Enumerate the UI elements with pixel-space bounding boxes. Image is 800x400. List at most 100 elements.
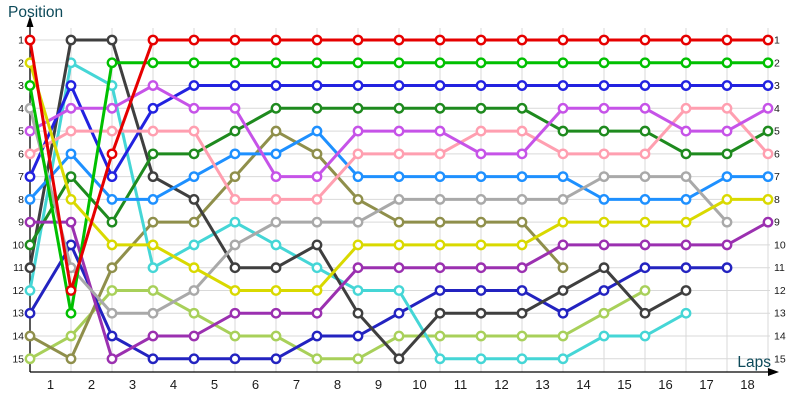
data-point-marker bbox=[516, 57, 528, 69]
data-point-marker bbox=[393, 285, 405, 296]
data-point-marker bbox=[639, 34, 651, 46]
data-point-marker bbox=[24, 307, 36, 319]
data-point-marker bbox=[147, 216, 159, 228]
data-point-marker bbox=[516, 239, 528, 251]
data-point-marker bbox=[147, 239, 159, 251]
data-point-marker bbox=[434, 216, 446, 228]
data-point-marker bbox=[311, 57, 323, 69]
data-point-marker bbox=[639, 80, 651, 91]
data-point-marker bbox=[270, 216, 282, 228]
series-black bbox=[24, 34, 692, 365]
series-violet bbox=[24, 80, 774, 183]
x-tick-label: 3 bbox=[129, 377, 136, 392]
data-point-marker bbox=[680, 193, 692, 205]
data-point-marker bbox=[147, 262, 159, 274]
x-tick-label: 1 bbox=[47, 377, 54, 392]
y-tick-label-left: 14 bbox=[12, 331, 24, 343]
data-point-marker bbox=[270, 102, 282, 114]
data-point-marker bbox=[352, 171, 364, 183]
series-navy bbox=[24, 239, 733, 365]
data-point-marker bbox=[680, 125, 692, 137]
data-point-marker bbox=[352, 193, 364, 205]
series-darkgreen bbox=[24, 102, 774, 251]
data-point-marker bbox=[24, 34, 36, 46]
data-point-marker bbox=[311, 102, 323, 114]
data-point-marker bbox=[434, 262, 446, 274]
data-point-marker bbox=[270, 239, 282, 251]
x-tick-label: 16 bbox=[658, 377, 672, 392]
data-point-marker bbox=[639, 193, 651, 205]
data-point-marker bbox=[475, 353, 487, 365]
series-green bbox=[24, 57, 774, 319]
data-point-marker bbox=[24, 80, 36, 91]
data-point-marker bbox=[352, 125, 364, 137]
data-point-marker bbox=[475, 307, 487, 319]
data-point-marker bbox=[393, 34, 405, 46]
x-tick-label: 4 bbox=[170, 377, 177, 392]
y-tick-label-left: 8 bbox=[18, 194, 24, 206]
y-tick-label-right: 7 bbox=[774, 171, 780, 183]
x-tick-label: 12 bbox=[494, 377, 508, 392]
data-point-marker bbox=[270, 193, 282, 205]
series-lightgreen bbox=[24, 285, 651, 365]
data-point-marker bbox=[762, 148, 774, 160]
data-point-marker bbox=[147, 125, 159, 137]
data-point-marker bbox=[516, 285, 528, 296]
data-point-marker bbox=[106, 307, 118, 319]
data-point-marker bbox=[393, 193, 405, 205]
data-point-marker bbox=[721, 57, 733, 69]
data-point-marker bbox=[229, 239, 241, 251]
data-point-marker bbox=[311, 193, 323, 205]
data-point-marker bbox=[311, 307, 323, 319]
data-point-marker bbox=[434, 193, 446, 205]
data-point-marker bbox=[352, 307, 364, 319]
data-point-marker bbox=[393, 102, 405, 114]
x-tick-label: 17 bbox=[699, 377, 713, 392]
x-tick-label: 8 bbox=[334, 377, 341, 392]
data-point-marker bbox=[434, 57, 446, 69]
y-tick-label-left: 6 bbox=[18, 148, 24, 160]
data-point-marker bbox=[106, 125, 118, 137]
data-point-marker bbox=[24, 239, 36, 251]
data-point-marker bbox=[106, 57, 118, 69]
data-point-marker bbox=[393, 307, 405, 319]
data-point-marker bbox=[680, 80, 692, 91]
data-point-marker bbox=[65, 239, 77, 251]
data-point-marker bbox=[24, 262, 36, 274]
x-tick-label: 11 bbox=[454, 377, 468, 392]
data-point-marker bbox=[475, 330, 487, 342]
data-point-marker bbox=[557, 148, 569, 160]
data-point-marker bbox=[106, 148, 118, 160]
data-point-marker bbox=[352, 57, 364, 69]
data-point-marker bbox=[65, 171, 77, 183]
data-point-marker bbox=[475, 34, 487, 46]
data-point-marker bbox=[65, 216, 77, 228]
data-point-marker bbox=[147, 285, 159, 296]
x-tick-label: 18 bbox=[740, 377, 754, 392]
data-point-marker bbox=[639, 216, 651, 228]
y-tick-label-right: 6 bbox=[774, 148, 780, 160]
data-point-marker bbox=[516, 171, 528, 183]
data-point-marker bbox=[475, 262, 487, 274]
data-point-marker bbox=[270, 307, 282, 319]
x-axis-title: Laps bbox=[737, 354, 771, 371]
data-point-marker bbox=[188, 193, 200, 205]
data-point-marker bbox=[352, 330, 364, 342]
data-point-marker bbox=[557, 102, 569, 114]
data-point-marker bbox=[65, 193, 77, 205]
data-point-marker bbox=[311, 216, 323, 228]
data-point-marker bbox=[721, 125, 733, 137]
data-point-marker bbox=[270, 125, 282, 137]
data-point-marker bbox=[147, 57, 159, 69]
data-point-marker bbox=[762, 80, 774, 91]
data-point-marker bbox=[229, 307, 241, 319]
y-tick-label-left: 13 bbox=[12, 308, 24, 320]
data-point-marker bbox=[516, 80, 528, 91]
y-tick-label-left: 5 bbox=[18, 126, 24, 138]
x-tick-label: 10 bbox=[412, 377, 426, 392]
data-point-marker bbox=[188, 148, 200, 160]
data-point-marker bbox=[762, 171, 774, 183]
data-point-marker bbox=[557, 239, 569, 251]
data-point-marker bbox=[393, 171, 405, 183]
data-point-marker bbox=[475, 216, 487, 228]
